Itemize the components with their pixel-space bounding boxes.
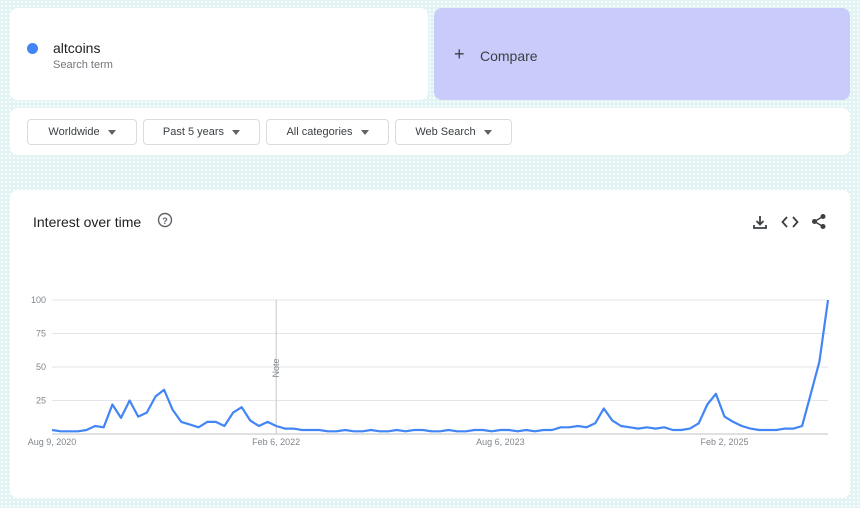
embed-icon[interactable] (781, 214, 799, 230)
download-icon[interactable] (752, 214, 768, 230)
compare-label: Compare (480, 48, 538, 64)
plus-icon: + (454, 44, 465, 64)
share-icon[interactable] (811, 213, 827, 230)
filter-dropdown[interactable]: All categories (266, 119, 389, 145)
x-tick-label: Aug 6, 2023 (476, 437, 525, 447)
y-tick-label: 25 (36, 396, 46, 406)
svg-text:?: ? (162, 216, 168, 226)
x-tick-label: Feb 6, 2022 (252, 437, 300, 447)
y-tick-label: 50 (36, 362, 46, 372)
annotation: Note (271, 358, 281, 377)
x-tick-label: Aug 9, 2020 (28, 437, 77, 447)
search-term: altcoins (53, 40, 101, 56)
search-term-card[interactable]: altcoins Search term (10, 8, 428, 100)
filter-bar: Worldwide Past 5 years All categories We… (10, 108, 850, 155)
search-term-caption: Search term (53, 59, 113, 71)
x-tick-label: Feb 2, 2025 (701, 437, 749, 447)
filter-dropdown[interactable]: Worldwide (27, 119, 137, 145)
help-icon[interactable]: ? (157, 212, 173, 228)
compare-button[interactable]: + Compare (434, 8, 850, 100)
y-tick-label: 75 (36, 329, 46, 339)
filter-dropdown[interactable]: Web Search (395, 119, 512, 145)
filter-dropdown[interactable]: Past 5 years (143, 119, 260, 145)
series-dot (27, 43, 38, 54)
series-line (51, 299, 830, 433)
chart-panel: Interest over time ? (10, 190, 850, 498)
y-tick-label: 100 (31, 295, 46, 305)
panel-title: Interest over time (33, 214, 142, 230)
